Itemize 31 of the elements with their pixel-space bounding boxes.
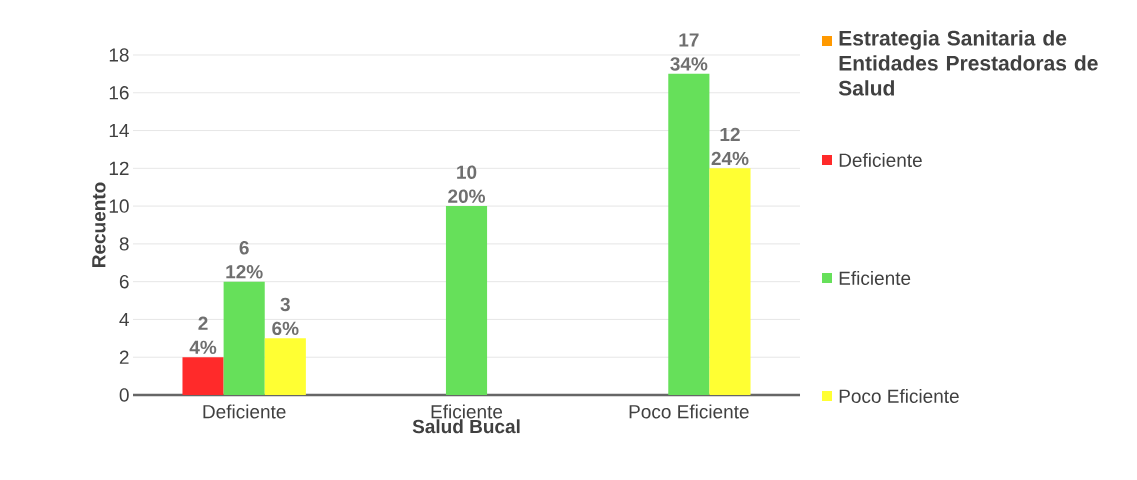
bar bbox=[223, 281, 265, 395]
y-axis-title: Recuento bbox=[92, 182, 106, 267]
y-tick-label: 4 bbox=[119, 312, 129, 326]
data-label: 17 34% bbox=[670, 33, 708, 71]
y-tick-label: 8 bbox=[119, 237, 129, 251]
x-axis-title: Salud Bucal bbox=[412, 419, 520, 434]
legend-title: Estrategia Sanitaria de Entidades Prestadoras de Salud bbox=[838, 30, 1098, 96]
y-tick-label: 14 bbox=[109, 124, 129, 138]
data-label: 12 24% bbox=[711, 127, 749, 166]
bar bbox=[445, 206, 488, 395]
legend-label: Poco Eficiente bbox=[839, 389, 959, 403]
bar bbox=[182, 357, 224, 395]
y-tick-label: 6 bbox=[119, 274, 129, 289]
y-tick-label: 2 bbox=[119, 350, 129, 364]
data-label: 6 12% bbox=[226, 241, 263, 279]
y-tick-label: 16 bbox=[109, 86, 129, 100]
x-tick-label: Deficiente bbox=[203, 404, 286, 419]
y-tick-label: 12 bbox=[109, 161, 129, 175]
x-tick-label: Poco Eficiente bbox=[629, 404, 749, 419]
bar bbox=[668, 73, 710, 395]
x-tick-label: Eficiente bbox=[431, 404, 503, 419]
y-tick-label: 10 bbox=[109, 199, 129, 213]
data-label: 10 20% bbox=[448, 165, 486, 203]
legend-label: Eficiente bbox=[839, 271, 911, 285]
y-tick-label: 0 bbox=[119, 388, 129, 402]
legend-label: Deficiente bbox=[839, 153, 922, 167]
bar bbox=[264, 338, 306, 395]
data-label: 3 6% bbox=[272, 297, 299, 336]
data-label: 2 4% bbox=[189, 316, 217, 355]
bar bbox=[709, 168, 751, 395]
y-tick-label: 18 bbox=[109, 48, 129, 62]
